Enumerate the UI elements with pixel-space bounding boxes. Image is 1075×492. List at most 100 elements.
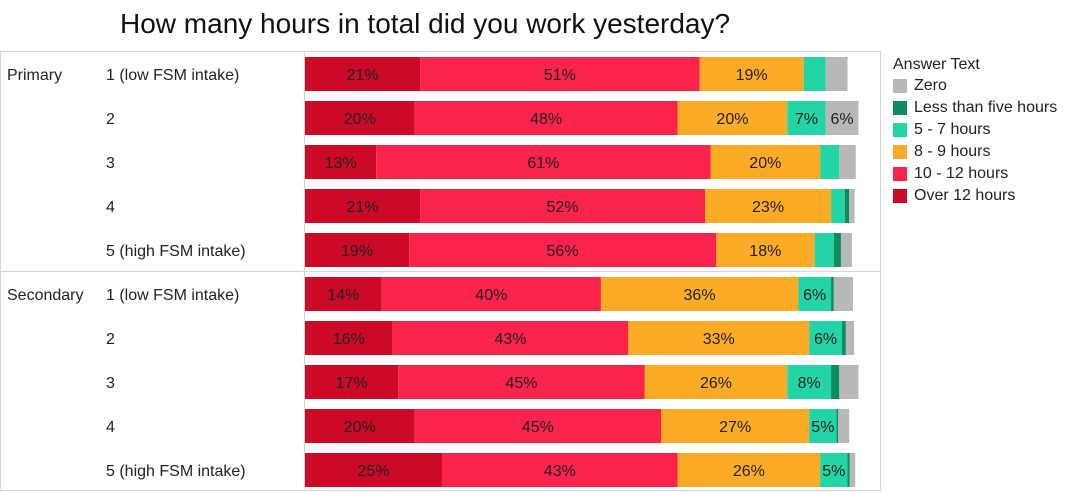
legend-label: 8 - 9 hours — [914, 143, 991, 160]
legend-item: Less than five hours — [893, 97, 1057, 119]
data-label: 52% — [547, 199, 579, 216]
group-label: Primary — [7, 67, 62, 84]
legend-swatch — [893, 189, 907, 203]
bar-segment — [305, 101, 415, 135]
data-label: 19% — [341, 243, 373, 260]
data-label: 23% — [752, 199, 784, 216]
bar-segment — [305, 453, 442, 487]
legend-label: 5 - 7 hours — [914, 121, 991, 138]
bar-segment — [845, 321, 855, 355]
bar-segment — [661, 409, 810, 443]
bar-segment — [803, 57, 826, 91]
bar-segment — [849, 453, 856, 487]
data-label: 20% — [749, 155, 781, 172]
category-label: 1 (low FSM intake) — [106, 67, 239, 84]
bar-segment — [600, 277, 799, 311]
bar-segment — [831, 365, 840, 399]
legend-item: Zero — [893, 75, 1057, 97]
legend-items: Zero Less than five hours 5 - 7 hours 8 - 9… — [893, 75, 1057, 207]
bar-segment — [836, 409, 839, 443]
legend-item: Over 12 hours — [893, 185, 1057, 207]
bar-segment — [305, 189, 421, 223]
bar-segment — [820, 145, 840, 179]
data-label: 16% — [333, 331, 365, 348]
data-label: 20% — [716, 111, 748, 128]
legend-item: 5 - 7 hours — [893, 119, 1057, 141]
data-label: 8% — [798, 375, 821, 392]
bar-segment — [716, 233, 815, 267]
data-label: 20% — [344, 419, 376, 436]
data-label: 18% — [749, 243, 781, 260]
bar-segment — [628, 321, 810, 355]
bar-segment — [644, 365, 788, 399]
data-label: 33% — [703, 331, 735, 348]
data-label: 6% — [830, 111, 853, 128]
data-label: 27% — [719, 419, 751, 436]
data-label: 26% — [700, 375, 732, 392]
bar-segment — [831, 189, 845, 223]
category-label: 3 — [106, 155, 115, 172]
data-label: 5% — [811, 419, 834, 436]
bar-segment — [809, 321, 843, 355]
bar-segment — [787, 365, 832, 399]
bar-segment — [809, 409, 837, 443]
chart-title: How many hours in total did you work yes… — [120, 8, 731, 39]
data-label: 13% — [325, 155, 357, 172]
legend: Answer Text Zero Less than five hours 5 - … — [893, 55, 1057, 207]
data-label: 6% — [814, 331, 837, 348]
bar-segment — [305, 409, 415, 443]
bar-segment — [814, 233, 834, 267]
bar-segment — [305, 57, 421, 91]
bar-segment — [305, 145, 377, 179]
bar-segment — [376, 145, 711, 179]
category-label: 4 — [106, 419, 115, 436]
bar-segment — [798, 277, 832, 311]
data-label: 5% — [822, 463, 845, 480]
data-label: 56% — [547, 243, 579, 260]
bar-segment — [414, 409, 662, 443]
category-label: 2 — [106, 331, 115, 348]
bar-segment — [833, 277, 853, 311]
bar-segment — [420, 57, 700, 91]
bar-segment — [839, 145, 856, 179]
legend-swatch — [893, 123, 907, 137]
data-label: 26% — [733, 463, 765, 480]
bar-segment — [705, 189, 832, 223]
legend-title: Answer Text — [893, 56, 980, 73]
bar-segment — [420, 189, 706, 223]
bar-segment — [305, 321, 393, 355]
data-label: 40% — [475, 287, 507, 304]
data-label: 7% — [795, 111, 818, 128]
bar-segment — [305, 277, 382, 311]
bar-segment — [842, 321, 846, 355]
data-label: 21% — [347, 67, 379, 84]
bar-segment — [442, 453, 678, 487]
legend-swatch — [893, 79, 907, 93]
bar-segment — [409, 233, 716, 267]
data-label: 45% — [522, 419, 554, 436]
legend-swatch — [893, 145, 907, 159]
legend-item: 8 - 9 hours — [893, 141, 1057, 163]
data-label: 19% — [736, 67, 768, 84]
data-label: 14% — [327, 287, 359, 304]
category-label: 2 — [106, 111, 115, 128]
category-label: 5 (high FSM intake) — [106, 243, 246, 260]
bar-segment — [787, 101, 826, 135]
bar-segment — [305, 365, 399, 399]
legend-label: Zero — [914, 77, 947, 94]
bar-segment — [838, 409, 850, 443]
legend-label: Less than five hours — [914, 99, 1058, 116]
data-label: 20% — [344, 111, 376, 128]
data-label: 17% — [336, 375, 368, 392]
data-label: 48% — [530, 111, 562, 128]
data-label: 51% — [544, 67, 576, 84]
bar-segment — [699, 57, 804, 91]
bar-segment — [392, 321, 629, 355]
bar-segment — [677, 453, 821, 487]
bar-segment — [305, 233, 410, 267]
data-label: 45% — [505, 375, 537, 392]
data-label: 25% — [357, 463, 389, 480]
bar-segment — [825, 101, 859, 135]
bar-segment — [847, 453, 850, 487]
